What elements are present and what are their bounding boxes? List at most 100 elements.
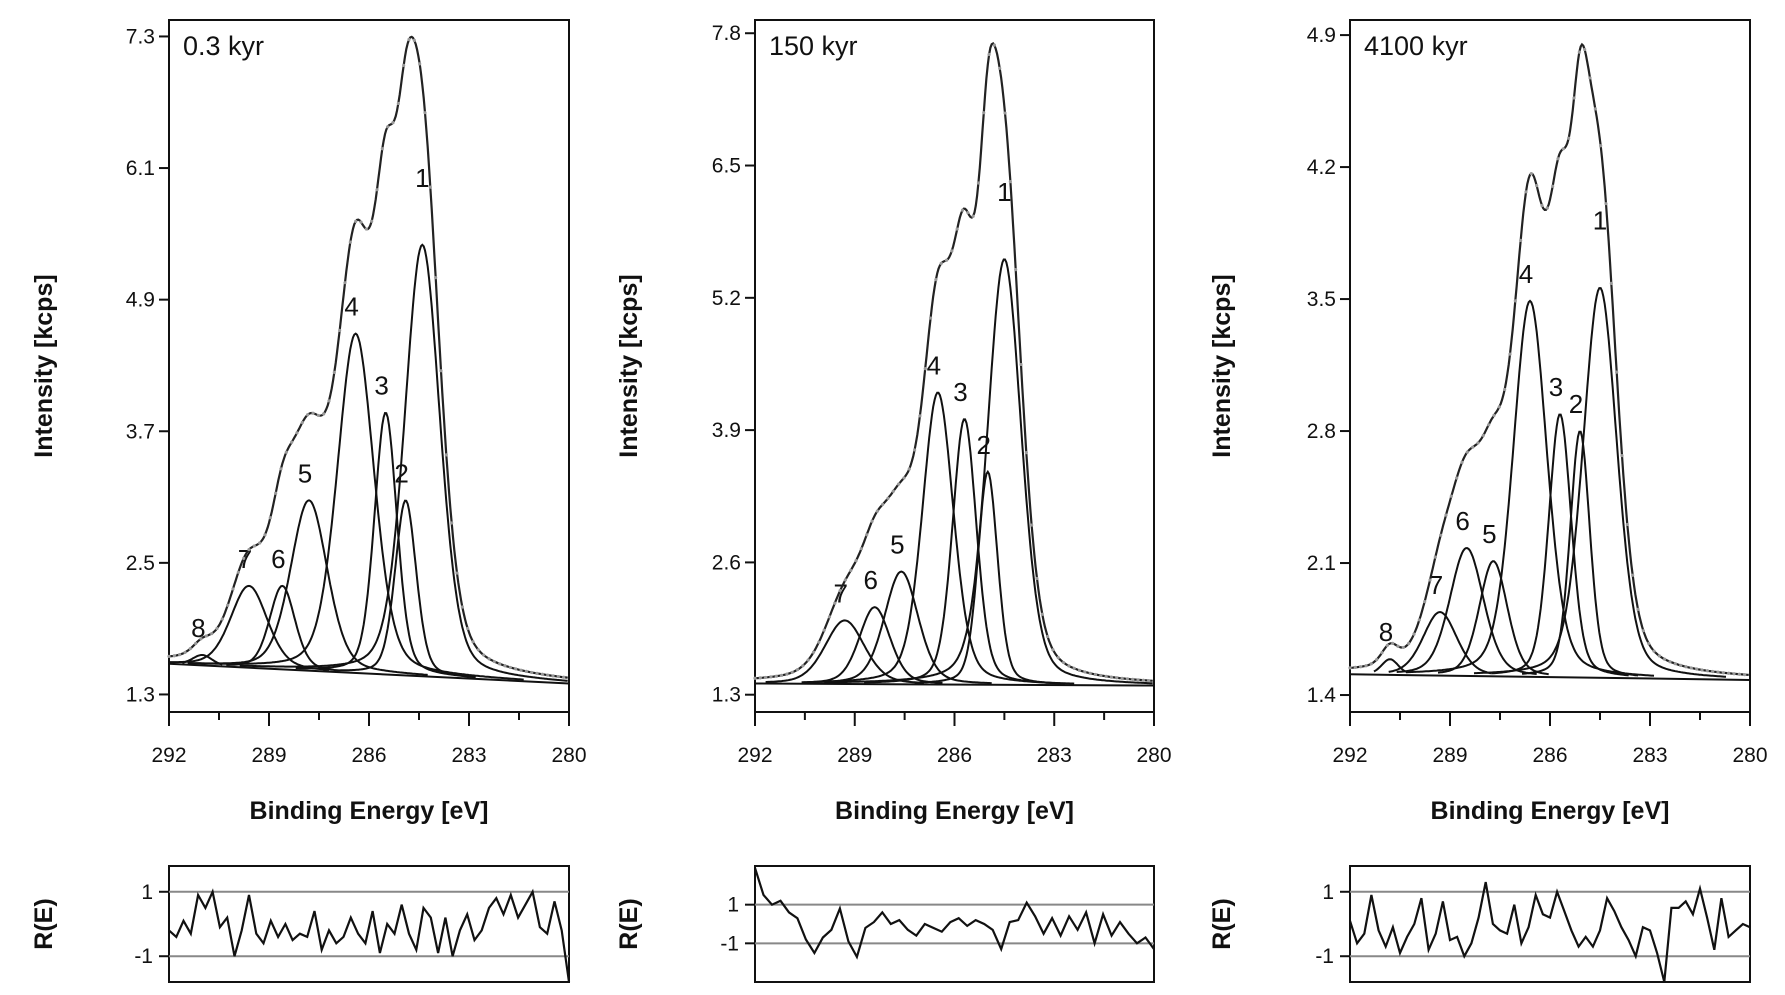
data-point — [1695, 667, 1699, 671]
data-point — [1040, 612, 1044, 616]
data-point — [785, 672, 789, 676]
data-point — [466, 626, 470, 631]
data-point — [774, 674, 778, 678]
data-point — [1019, 362, 1023, 367]
data-point — [1481, 433, 1485, 438]
data-point — [1008, 179, 1012, 184]
data-point — [1077, 668, 1082, 672]
y-tick-label: 4.2 — [1307, 156, 1336, 179]
data-point — [960, 208, 965, 212]
data-point — [1716, 670, 1720, 674]
data-point — [1684, 665, 1688, 669]
y-tick-label: 7.8 — [712, 22, 741, 45]
data-point — [1380, 651, 1384, 655]
residual-panel: 1 -1 R(E) — [615, 865, 1155, 983]
component-label: 1 — [1593, 206, 1607, 236]
data-point — [1572, 96, 1576, 100]
data-point — [891, 489, 895, 493]
y-tick-label: 1.3 — [712, 684, 741, 707]
data-point — [859, 547, 864, 551]
data-point — [514, 667, 518, 671]
data-point — [540, 672, 544, 676]
data-point — [492, 659, 496, 664]
background-line — [754, 682, 1155, 687]
data-point — [444, 453, 448, 457]
x-tick-label: 289 — [251, 744, 286, 767]
background-line — [168, 662, 570, 685]
data-point — [976, 181, 981, 185]
data-point — [843, 578, 848, 582]
panel-2: 1.3 2.6 3.9 5.2 6.5 7.8 292 289 286 283 280 Binding… — [615, 19, 1172, 983]
component-curve-7 — [169, 584, 330, 671]
y-tick-label: 3.7 — [126, 420, 155, 443]
data-point — [1003, 111, 1007, 115]
data-point — [439, 369, 443, 373]
y-tick-label: 7.3 — [126, 25, 155, 48]
data-point — [1056, 656, 1060, 660]
data-point — [1120, 676, 1124, 680]
residual-frame — [754, 865, 1155, 983]
data-point — [188, 647, 192, 651]
data-point — [556, 674, 560, 679]
data-point — [172, 654, 176, 658]
data-point — [998, 66, 1002, 70]
data-point — [226, 603, 230, 607]
data-point — [268, 516, 272, 520]
data-point — [923, 367, 927, 371]
data-point — [1348, 666, 1352, 670]
plot-frame — [1349, 19, 1751, 713]
component-curve-2 — [1521, 430, 1639, 677]
data-point — [1125, 677, 1129, 681]
data-point — [753, 676, 757, 680]
data-point — [204, 634, 208, 638]
data-point — [471, 640, 475, 644]
data-point — [258, 541, 262, 545]
component-label: 5 — [298, 458, 312, 488]
data-point — [370, 219, 374, 223]
component-label: 2 — [977, 430, 991, 460]
data-point — [311, 411, 315, 415]
residual-panel: 1 -1 R(E) — [30, 865, 571, 983]
data-point — [199, 637, 203, 641]
component-label: 3 — [953, 377, 967, 407]
y-tick-label: 5.2 — [712, 287, 741, 310]
y-tick-label: 3.9 — [712, 419, 741, 442]
data-point — [827, 615, 832, 619]
component-curve-8 — [1373, 658, 1407, 673]
data-point — [1727, 671, 1731, 675]
y-tick-label: 2.5 — [126, 552, 155, 575]
data-point — [1476, 441, 1480, 445]
y-tick-label: 3.5 — [1307, 288, 1336, 311]
data-point — [790, 670, 794, 674]
data-point — [928, 316, 933, 320]
data-point — [758, 676, 762, 680]
component-curve-4 — [187, 332, 524, 681]
y-tick-label: 4.9 — [1307, 24, 1336, 47]
data-point — [194, 641, 198, 646]
measured-data-points — [753, 43, 1151, 683]
data-point — [1423, 599, 1427, 604]
data-point — [1417, 618, 1421, 622]
data-point — [1024, 451, 1028, 455]
y-axis-title: Intensity [kcps] — [615, 274, 643, 457]
data-point — [1115, 676, 1119, 680]
x-tick-label: 292 — [737, 744, 772, 767]
data-point — [1567, 136, 1571, 140]
data-point — [300, 420, 304, 425]
data-point — [1412, 632, 1416, 636]
data-point — [822, 628, 826, 632]
component-label: 2 — [1569, 389, 1583, 419]
data-point — [811, 650, 816, 654]
data-point — [482, 653, 486, 657]
x-tick-label: 280 — [551, 744, 586, 767]
data-point — [1014, 268, 1018, 272]
y-tick-label: 6.1 — [126, 157, 155, 180]
x-tick-label: 292 — [151, 744, 186, 767]
data-point — [380, 147, 384, 151]
data-point — [519, 668, 523, 672]
data-point — [955, 227, 959, 231]
data-point — [1652, 649, 1656, 653]
data-point — [875, 509, 879, 513]
